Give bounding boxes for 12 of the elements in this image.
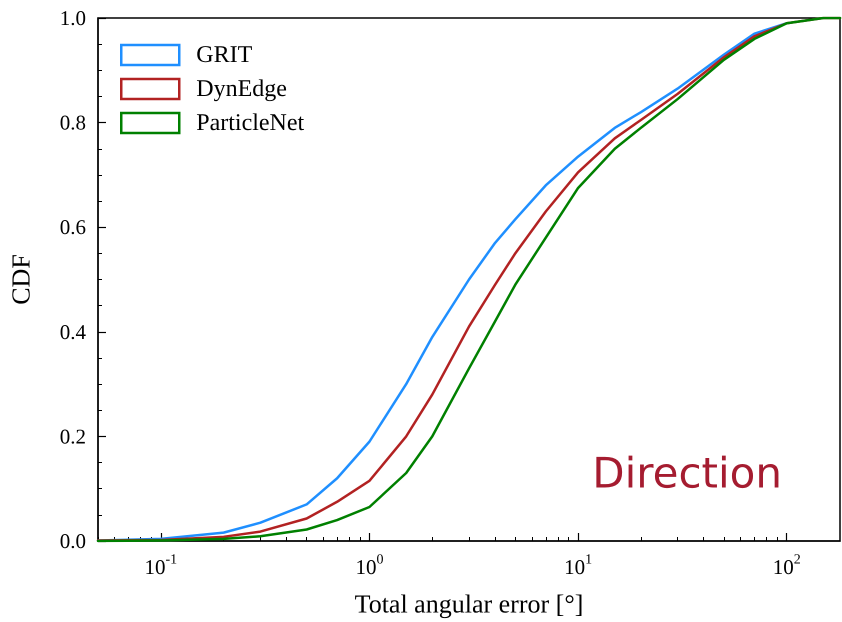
- x-axis-title: Total angular error [°]: [354, 590, 584, 618]
- y-tick-label: 0.2: [60, 424, 86, 448]
- annotation: Direction: [592, 448, 782, 498]
- legend-label: ParticleNet: [196, 110, 305, 136]
- y-tick-label: 0.4: [60, 320, 86, 344]
- y-tick-label: 0.0: [60, 529, 86, 553]
- y-tick-label: 1.0: [60, 6, 86, 30]
- legend-label: GRIT: [196, 42, 253, 68]
- y-tick-label: 0.6: [60, 215, 86, 240]
- legend-label: DynEdge: [196, 76, 287, 102]
- y-axis-title: CDF: [6, 254, 36, 305]
- y-tick-label: 0.8: [60, 110, 86, 135]
